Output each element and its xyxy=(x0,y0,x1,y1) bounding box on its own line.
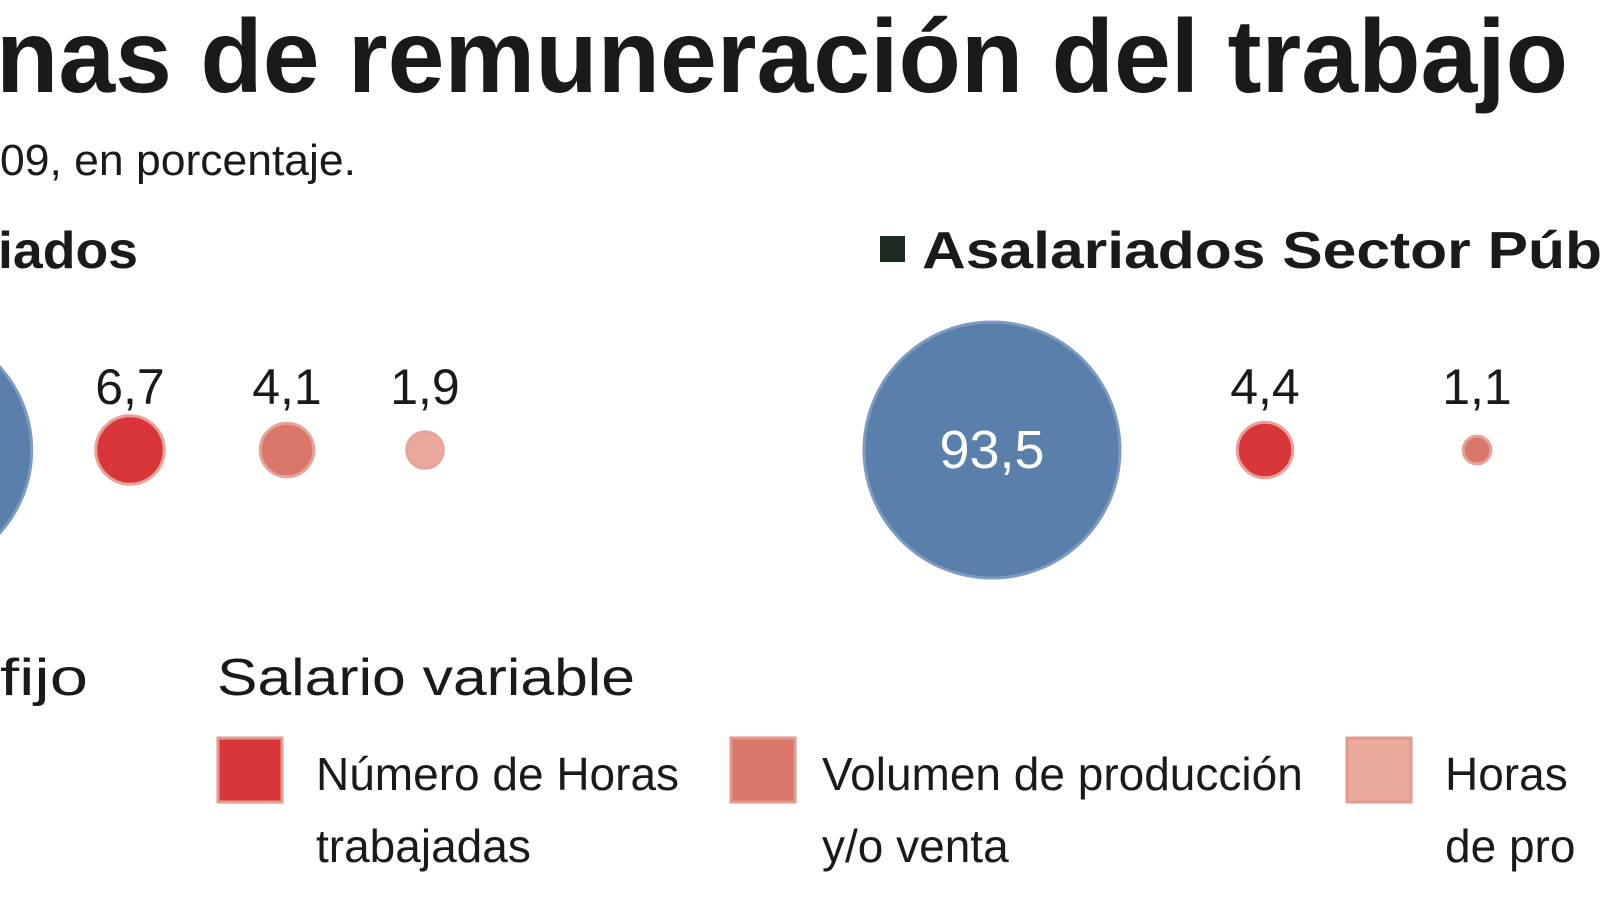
legend-label: y/o venta xyxy=(822,820,1009,872)
bubble xyxy=(0,365,34,535)
legend-label: Horas xyxy=(1445,748,1568,800)
data-label: 1,9 xyxy=(390,359,460,415)
data-label: 4,4 xyxy=(1230,359,1300,415)
chart-title: nas de remuneración del trabajo xyxy=(0,0,1568,115)
data-label: 6,7 xyxy=(95,359,165,415)
legend-label: de pro xyxy=(1445,820,1575,872)
group-title: iados xyxy=(0,222,138,280)
group-marker xyxy=(880,236,905,262)
legend-label: Número de Horas xyxy=(316,748,679,800)
chart-subtitle: 09, en porcentaje. xyxy=(0,136,356,185)
bubble xyxy=(258,421,316,479)
bubble xyxy=(405,430,445,470)
legend-heading: Salario variable xyxy=(217,649,635,707)
bubble xyxy=(862,320,1122,580)
legend-swatch xyxy=(729,736,797,804)
data-label: 1,1 xyxy=(1442,359,1512,415)
legend-heading: fijo xyxy=(0,649,88,707)
legend-label: Volumen de producción xyxy=(822,748,1303,800)
data-label: 4,1 xyxy=(252,359,322,415)
legend-swatch xyxy=(1345,736,1413,804)
bubble xyxy=(1235,420,1295,480)
legend-label: trabajadas xyxy=(316,820,531,872)
bubble xyxy=(1461,434,1493,466)
legend-swatch xyxy=(216,736,284,804)
group-title: Asalariados Sector Púb xyxy=(922,222,1600,280)
bubble xyxy=(94,414,166,486)
data-label: 93,5 xyxy=(939,420,1044,480)
